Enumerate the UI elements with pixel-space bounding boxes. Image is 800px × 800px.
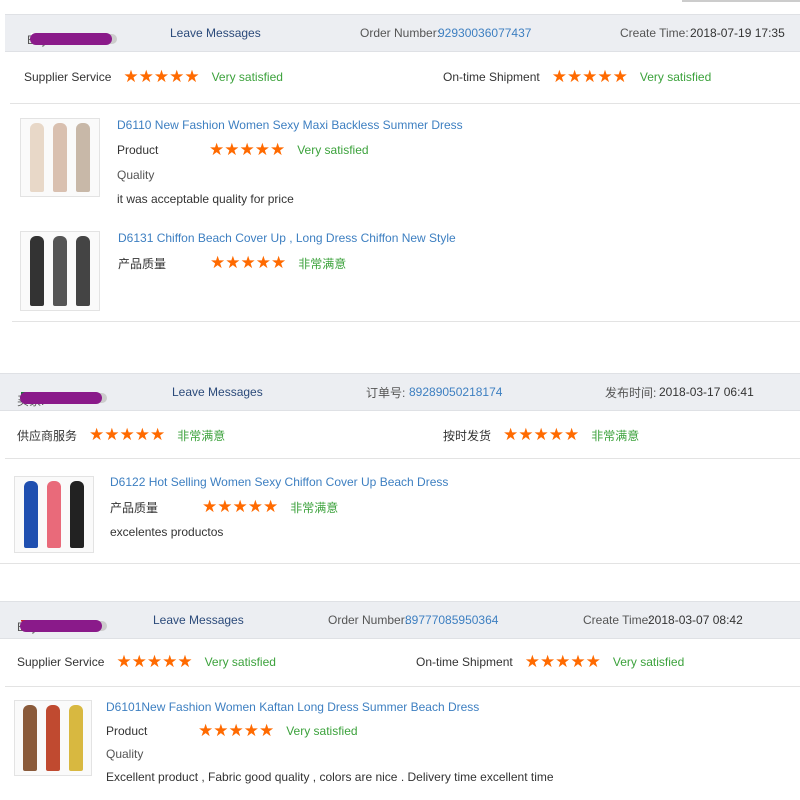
rating-label: Supplier Service xyxy=(17,655,105,669)
rating-text: Very satisfied xyxy=(286,724,358,738)
leave-messages-link[interactable]: Leave Messages xyxy=(170,26,261,40)
review-divider xyxy=(0,563,800,564)
product-rating: 产品质量 ★★★★★ 非常满意 xyxy=(110,497,338,517)
rating-label: Supplier Service xyxy=(24,70,112,84)
rating-text: Very satisfied xyxy=(612,655,685,669)
leave-messages-link[interactable]: Leave Messages xyxy=(153,613,244,627)
buyer-name-redacted xyxy=(30,33,112,45)
review-header: Buyer: Leave Messages Order Number: 9293… xyxy=(5,14,800,52)
model-figure xyxy=(52,123,67,192)
product-thumbnail[interactable] xyxy=(14,700,92,776)
shop-rating: Supplier Service ★★★★★ Very satisfied xyxy=(17,652,276,672)
review-divider xyxy=(12,321,800,322)
divider xyxy=(10,103,800,104)
star-rating-icon: ★★★★★ xyxy=(210,253,287,272)
shop-rating: On-time Shipment ★★★★★ Very satisfied xyxy=(416,652,684,672)
model-figure xyxy=(76,123,91,192)
rating-label: 产品质量 xyxy=(118,256,167,271)
star-rating-icon: ★★★★★ xyxy=(551,67,628,86)
rating-label: Product xyxy=(106,724,148,738)
star-rating-icon: ★★★★★ xyxy=(116,652,193,671)
star-rating-icon: ★★★★★ xyxy=(89,425,166,444)
create-time: 2018-03-17 06:41 xyxy=(659,385,754,399)
order-number-label: Order Number: xyxy=(328,613,409,627)
create-time: 2018-03-07 08:42 xyxy=(648,613,743,627)
order-number-link[interactable]: 89777085950364 xyxy=(405,613,499,627)
product-rating: Product ★★★★★ Very satisfied xyxy=(106,721,358,741)
shop-rating: 供应商服务 ★★★★★ 非常满意 xyxy=(17,425,225,445)
star-rating-icon: ★★★★★ xyxy=(198,721,275,740)
model-figure xyxy=(23,705,38,771)
shop-rating: Supplier Service ★★★★★ Very satisfied xyxy=(24,67,283,87)
model-figure xyxy=(29,236,44,306)
star-rating-icon: ★★★★★ xyxy=(209,140,286,159)
product-thumbnail[interactable] xyxy=(20,231,100,311)
rating-label: 按时发货 xyxy=(443,428,492,443)
review-comment: excelentes productos xyxy=(110,525,224,539)
star-rating-icon: ★★★★★ xyxy=(123,67,200,86)
product-title-link[interactable]: D6131 Chiffon Beach Cover Up , Long Dres… xyxy=(118,231,456,245)
rating-text: Very satisfied xyxy=(211,70,283,84)
model-figure xyxy=(45,705,60,771)
rating-label: 供应商服务 xyxy=(17,428,78,443)
model-figure xyxy=(29,123,44,192)
review-header: 买家: Leave Messages 订单号: 89289050218174 发… xyxy=(0,373,800,411)
product-rating: Product ★★★★★ Very satisfied xyxy=(117,140,369,160)
rating-label: On-time Shipment xyxy=(443,70,540,84)
rating-text: 非常满意 xyxy=(290,500,339,515)
create-time-label: Create Time: xyxy=(620,26,689,40)
review-comment: it was acceptable quality for price xyxy=(117,192,294,206)
create-time-label: Create Time: xyxy=(583,613,652,627)
star-rating-icon: ★★★★★ xyxy=(524,652,601,671)
star-rating-icon: ★★★★★ xyxy=(503,425,580,444)
rating-text: 非常满意 xyxy=(591,428,640,443)
product-thumbnail[interactable] xyxy=(14,476,94,553)
model-figure xyxy=(68,705,83,771)
buyer-name-redacted xyxy=(20,392,102,404)
rating-label: Product xyxy=(117,143,159,157)
divider xyxy=(5,686,800,687)
leave-messages-link[interactable]: Leave Messages xyxy=(172,385,263,399)
top-scroll-edge xyxy=(682,0,800,2)
order-number-label: Order Number: xyxy=(360,26,441,40)
product-title-link[interactable]: D6101New Fashion Women Kaftan Long Dress… xyxy=(106,700,480,714)
quality-label: Quality xyxy=(106,747,144,761)
order-number-link[interactable]: 92930036077437 xyxy=(438,26,532,40)
shop-rating: 按时发货 ★★★★★ 非常满意 xyxy=(443,425,639,445)
rating-text: Very satisfied xyxy=(639,70,712,84)
star-rating-icon: ★★★★★ xyxy=(202,497,279,516)
model-figure xyxy=(70,481,85,548)
model-figure xyxy=(52,236,67,306)
order-number-link[interactable]: 89289050218174 xyxy=(409,385,503,399)
product-title-link[interactable]: D6110 New Fashion Women Sexy Maxi Backle… xyxy=(117,118,463,132)
rating-label: On-time Shipment xyxy=(416,655,513,669)
model-figure xyxy=(46,481,61,548)
order-number-label: 订单号: xyxy=(366,385,406,400)
divider xyxy=(5,458,800,459)
buyer-name-redacted xyxy=(20,620,102,632)
product-rating: 产品质量 ★★★★★ 非常满意 xyxy=(118,253,346,273)
model-figure xyxy=(23,481,38,548)
rating-text: 非常满意 xyxy=(177,428,226,443)
review-header: Buyer: Leave Messages Order Number: 8977… xyxy=(0,601,800,639)
rating-label: 产品质量 xyxy=(110,500,159,515)
review-comment: Excellent product , Fabric good quality … xyxy=(106,770,554,784)
create-time: 2018-07-19 17:35 xyxy=(690,26,785,40)
product-title-link[interactable]: D6122 Hot Selling Women Sexy Chiffon Cov… xyxy=(110,475,449,489)
rating-text: Very satisfied xyxy=(204,655,276,669)
shop-rating: On-time Shipment ★★★★★ Very satisfied xyxy=(443,67,711,87)
model-figure xyxy=(76,236,91,306)
rating-text: Very satisfied xyxy=(297,143,369,157)
quality-label: Quality xyxy=(117,168,155,182)
product-thumbnail[interactable] xyxy=(20,118,100,197)
create-time-label: 发布时间: xyxy=(605,385,657,400)
rating-text: 非常满意 xyxy=(298,256,347,271)
